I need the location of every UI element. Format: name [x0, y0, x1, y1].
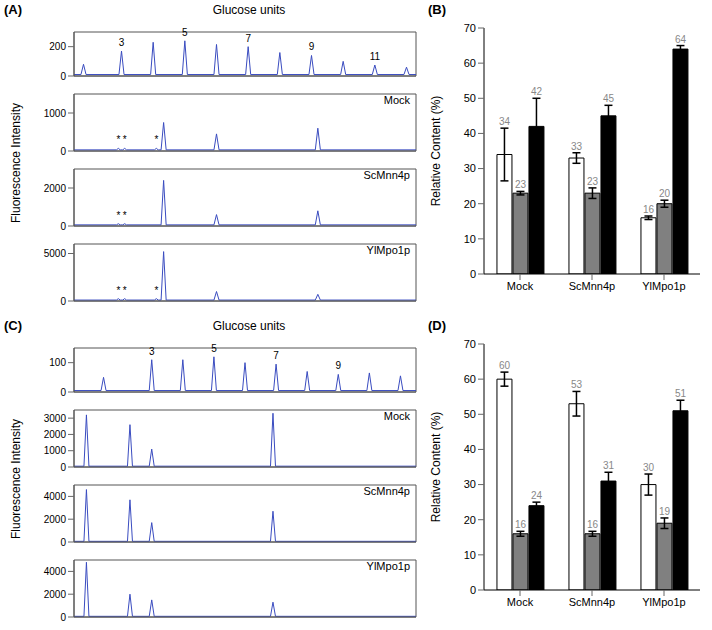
svg-text:31: 31 [603, 460, 615, 471]
svg-text:Relative Content (%): Relative Content (%) [429, 96, 443, 207]
svg-text:*: * [116, 210, 120, 221]
svg-text:0: 0 [470, 584, 476, 596]
svg-text:33: 33 [571, 141, 583, 152]
html-text:Fluorescence Intensity: Fluorescence Intensity [9, 102, 23, 223]
svg-text:Relative Content (%): Relative Content (%) [429, 412, 443, 523]
svg-text:0: 0 [60, 221, 66, 232]
html-text:Fluorescence Intensity: Fluorescence Intensity [9, 418, 23, 539]
svg-text:53: 53 [571, 379, 583, 390]
svg-text:*: * [123, 134, 127, 145]
svg-text:50: 50 [464, 408, 476, 420]
svg-text:2000: 2000 [44, 514, 67, 525]
svg-text:*: * [123, 285, 127, 296]
svg-text:60: 60 [464, 57, 476, 69]
svg-text:ScMnn4p: ScMnn4p [569, 596, 615, 608]
svg-text:45: 45 [603, 93, 615, 104]
svg-text:42: 42 [531, 86, 543, 97]
svg-text:Mock: Mock [507, 280, 534, 292]
svg-text:4000: 4000 [44, 566, 67, 577]
svg-text:1000: 1000 [44, 108, 67, 119]
svg-text:64: 64 [675, 34, 687, 45]
html-text:YlMpo1p: YlMpo1p [366, 560, 410, 572]
html-text:(A): (A) [4, 2, 22, 17]
svg-text:5000: 5000 [44, 248, 67, 259]
svg-text:19: 19 [659, 506, 671, 517]
svg-text:16: 16 [587, 519, 599, 530]
svg-text:20: 20 [464, 514, 476, 526]
svg-text:100: 100 [49, 357, 66, 368]
svg-text:40: 40 [464, 443, 476, 455]
svg-text:7: 7 [273, 350, 279, 361]
svg-text:0: 0 [60, 71, 66, 82]
svg-text:*: * [154, 285, 158, 296]
html-text:Mock: Mock [383, 410, 410, 422]
svg-text:0: 0 [470, 268, 476, 280]
svg-text:40: 40 [464, 127, 476, 139]
html-text:(D): (D) [428, 318, 446, 333]
svg-text:*: * [154, 134, 158, 145]
svg-text:10: 10 [464, 233, 476, 245]
svg-text:11: 11 [370, 51, 381, 62]
svg-text:0: 0 [60, 612, 66, 623]
svg-text:20: 20 [464, 198, 476, 210]
svg-text:*: * [116, 134, 120, 145]
svg-text:20: 20 [659, 188, 671, 199]
svg-text:51: 51 [675, 388, 687, 399]
svg-text:50: 50 [464, 92, 476, 104]
svg-text:YlMpo1p: YlMpo1p [642, 596, 685, 608]
html-text:YlMpo1p: YlMpo1p [366, 244, 410, 256]
svg-text:0: 0 [60, 387, 66, 398]
svg-text:30: 30 [464, 162, 476, 174]
html-text:ScMnn4p: ScMnn4p [363, 485, 410, 497]
svg-text:2000: 2000 [44, 429, 67, 440]
svg-text:34: 34 [499, 116, 511, 127]
svg-text:Mock: Mock [507, 596, 534, 608]
html-text:(B): (B) [428, 2, 446, 17]
svg-text:5: 5 [211, 343, 217, 354]
html-text:Glucose units: Glucose units [212, 319, 286, 333]
svg-text:2000: 2000 [44, 589, 67, 600]
svg-text:70: 70 [464, 22, 476, 34]
svg-text:7: 7 [245, 33, 251, 44]
html-text:Glucose units: Glucose units [212, 3, 286, 17]
svg-text:30: 30 [643, 462, 655, 473]
svg-text:10: 10 [464, 549, 476, 561]
svg-text:0: 0 [60, 462, 66, 473]
svg-text:3000: 3000 [44, 413, 67, 424]
svg-text:4000: 4000 [44, 491, 67, 502]
svg-text:YlMpo1p: YlMpo1p [642, 280, 685, 292]
svg-text:ScMnn4p: ScMnn4p [569, 280, 615, 292]
svg-text:16: 16 [643, 204, 655, 215]
svg-text:23: 23 [587, 176, 599, 187]
svg-text:5: 5 [182, 27, 188, 38]
svg-text:23: 23 [515, 179, 527, 190]
svg-text:24: 24 [531, 490, 543, 501]
html-text:ScMnn4p: ScMnn4p [363, 169, 410, 181]
svg-text:9: 9 [309, 41, 315, 52]
svg-text:60: 60 [499, 360, 511, 371]
html-text:Mock: Mock [383, 94, 410, 106]
svg-text:3: 3 [119, 37, 125, 48]
svg-text:70: 70 [464, 338, 476, 350]
svg-text:30: 30 [464, 478, 476, 490]
svg-text:0: 0 [60, 146, 66, 157]
svg-text:200: 200 [49, 41, 66, 52]
svg-text:0: 0 [60, 537, 66, 548]
svg-text:2000: 2000 [44, 183, 67, 194]
svg-text:9: 9 [335, 360, 341, 371]
svg-text:3: 3 [149, 346, 155, 357]
html-text:(C): (C) [4, 318, 22, 333]
svg-text:1000: 1000 [44, 445, 67, 456]
svg-text:60: 60 [464, 373, 476, 385]
svg-text:16: 16 [515, 519, 527, 530]
svg-text:*: * [116, 285, 120, 296]
svg-text:*: * [123, 210, 127, 221]
svg-text:0: 0 [60, 296, 66, 307]
